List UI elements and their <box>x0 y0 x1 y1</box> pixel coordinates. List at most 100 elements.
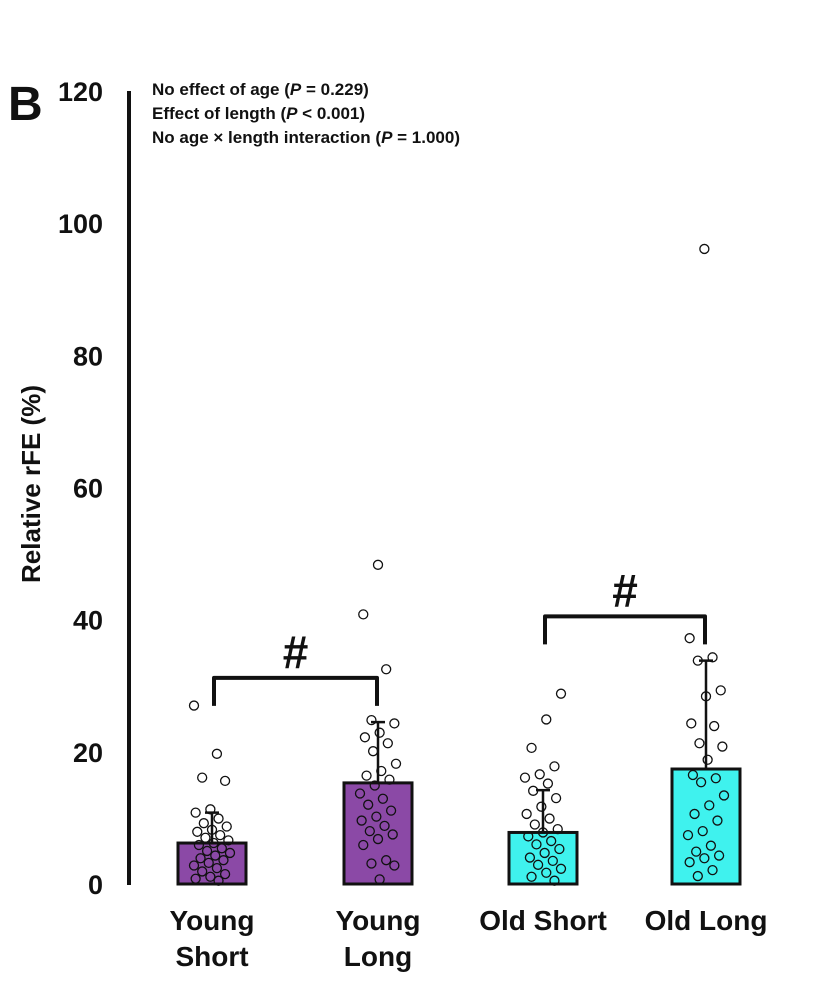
data-point <box>702 754 713 765</box>
data-point <box>710 773 721 784</box>
data-point <box>188 700 200 711</box>
data-point <box>197 866 208 877</box>
data-point <box>376 765 387 777</box>
data-point <box>358 609 369 620</box>
data-point <box>692 655 703 666</box>
data-point <box>358 839 369 851</box>
data-point <box>219 868 231 880</box>
data-point <box>552 824 563 835</box>
x-tick-label: Young <box>335 905 420 936</box>
data-point <box>372 833 384 845</box>
data-point <box>372 559 384 570</box>
data-point <box>537 827 549 838</box>
annotation-line: Effect of length (P < 0.001) <box>152 104 365 123</box>
y-tick-label: 80 <box>73 341 103 371</box>
x-tick-label: Long <box>344 941 412 972</box>
data-point <box>541 867 552 878</box>
data-point <box>371 811 382 822</box>
data-point <box>195 853 206 864</box>
data-point <box>206 824 218 835</box>
data-point <box>384 774 395 785</box>
significance-bracket <box>543 614 707 645</box>
data-point <box>201 845 213 857</box>
data-point <box>526 871 537 882</box>
data-point <box>203 857 214 869</box>
data-point <box>363 799 374 810</box>
data-point <box>366 858 377 869</box>
data-point <box>364 825 375 837</box>
data-point <box>211 862 223 874</box>
data-point <box>366 714 377 726</box>
data-point <box>549 875 560 886</box>
data-point <box>381 855 392 866</box>
data-point <box>707 652 718 663</box>
data-point <box>200 832 211 843</box>
data-point <box>213 875 224 886</box>
bars <box>176 767 742 886</box>
data-point <box>211 748 223 759</box>
data-point <box>198 818 209 829</box>
x-tick-label: Young <box>169 905 254 936</box>
data-point <box>705 840 717 851</box>
significance-bracket <box>212 675 379 706</box>
data-point <box>709 720 720 732</box>
y-tick-label: 20 <box>73 738 103 768</box>
data-point <box>215 829 226 841</box>
data-point <box>382 738 393 749</box>
data-point <box>390 758 402 769</box>
y-axis-ticks: 0 20 40 60 80 100 120 <box>58 77 103 900</box>
bar <box>176 841 248 886</box>
x-tick-label: Old Short <box>479 905 607 936</box>
data-point <box>697 825 708 837</box>
data-point <box>369 780 380 791</box>
bar <box>670 767 742 886</box>
data-point <box>193 839 205 851</box>
data-point <box>684 633 695 644</box>
data-point <box>379 820 390 831</box>
data-point <box>555 688 567 699</box>
data-point <box>356 815 367 826</box>
y-tick-label: 100 <box>58 209 103 239</box>
significance-marker: # <box>612 564 638 616</box>
annotation-line: No age × length interaction (P = 1.000) <box>152 128 460 147</box>
x-tick-label: Short <box>175 941 248 972</box>
data-point <box>712 815 723 826</box>
bar <box>507 830 579 886</box>
data-point <box>210 850 221 861</box>
data-point <box>529 819 540 830</box>
data-point <box>549 761 560 772</box>
data-point <box>532 859 544 870</box>
data-point <box>374 874 385 885</box>
data-point <box>550 792 562 804</box>
data-point <box>713 850 725 861</box>
data-point <box>717 741 728 752</box>
data-point <box>523 831 534 842</box>
data-point <box>361 770 372 781</box>
data-point <box>387 829 398 840</box>
data-point <box>715 685 726 696</box>
data-point <box>188 860 200 871</box>
y-tick-label: 40 <box>73 606 103 636</box>
y-tick-label: 120 <box>58 77 103 107</box>
significance-brackets: ## <box>212 564 707 706</box>
data-point <box>539 847 550 859</box>
data-point <box>700 691 712 702</box>
data-point <box>687 769 699 781</box>
data-point <box>686 718 697 729</box>
x-axis-labels: Young Short Young Long Old Short Old Long <box>169 905 767 972</box>
data-point <box>692 870 703 882</box>
data-point <box>385 805 397 816</box>
data-point <box>536 801 547 812</box>
data-point <box>528 785 539 796</box>
data-point <box>531 839 542 850</box>
data-point <box>534 769 545 780</box>
data-point <box>547 855 558 867</box>
data-point <box>718 790 730 801</box>
data-point <box>542 778 554 789</box>
data-point <box>544 813 555 824</box>
data-point <box>190 873 201 884</box>
significance-marker: # <box>283 626 309 678</box>
data-point <box>689 808 700 820</box>
data-point <box>707 864 718 876</box>
